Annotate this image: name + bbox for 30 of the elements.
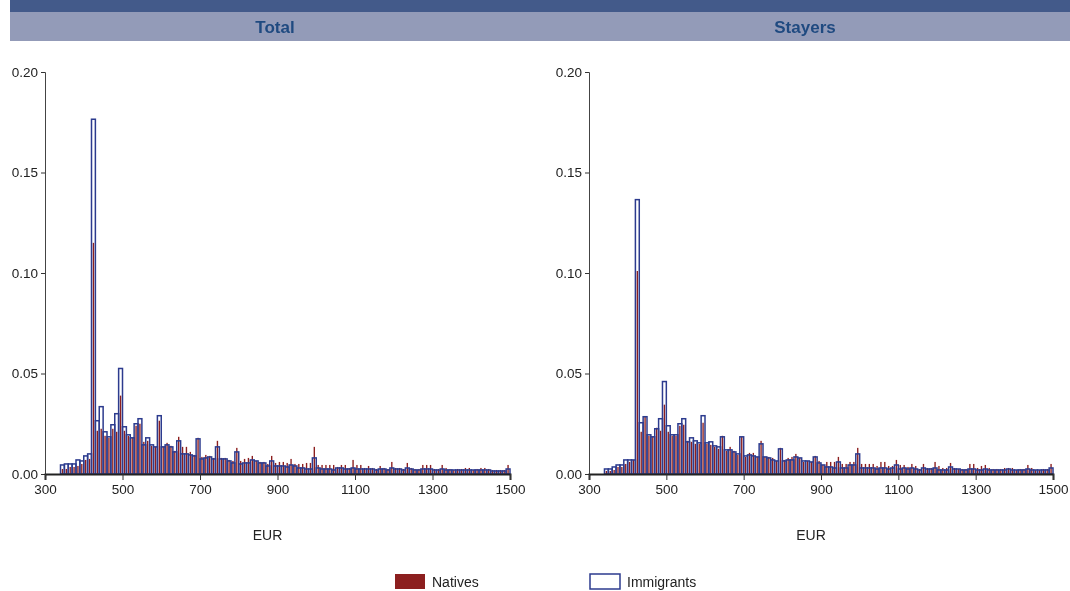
x-tick-label: 1100 <box>884 481 914 497</box>
x-tick-label: 1300 <box>417 481 449 497</box>
y-tick-label: 0.10 <box>555 265 582 281</box>
legend-label: Immigrants <box>627 574 697 590</box>
x-tick-label: 500 <box>111 481 135 497</box>
chart-title: Total <box>255 18 295 37</box>
x-tick-label: 900 <box>810 481 833 497</box>
y-tick-label: 0.20 <box>555 64 582 80</box>
x-tick-label: 700 <box>732 481 756 497</box>
x-tick-label: 500 <box>655 481 679 497</box>
x-tick-label: 1500 <box>1038 481 1069 497</box>
y-tick-label: 0.15 <box>11 165 38 181</box>
chart-title: Stayers <box>774 18 836 37</box>
legend-label: Natives <box>432 574 479 590</box>
y-tick-label: 0.00 <box>555 466 582 482</box>
x-tick-label: 300 <box>34 481 57 497</box>
x-tick-label: 1300 <box>961 481 992 497</box>
y-tick-label: 0.05 <box>11 366 38 382</box>
y-tick-label: 0.05 <box>555 366 582 382</box>
y-tick-label: 0.00 <box>11 466 38 482</box>
x-tick-label: 700 <box>189 481 212 497</box>
y-tick-label: 0.15 <box>555 165 582 181</box>
x-axis-title: EUR <box>252 527 283 543</box>
y-tick-label: 0.10 <box>11 265 38 281</box>
x-tick-label: 1500 <box>495 481 526 497</box>
x-tick-label: 300 <box>578 481 601 497</box>
x-axis-title: EUR <box>796 527 826 543</box>
x-tick-label: 900 <box>266 481 290 497</box>
x-tick-label: 1100 <box>340 481 371 497</box>
y-tick-label: 0.20 <box>11 64 38 80</box>
